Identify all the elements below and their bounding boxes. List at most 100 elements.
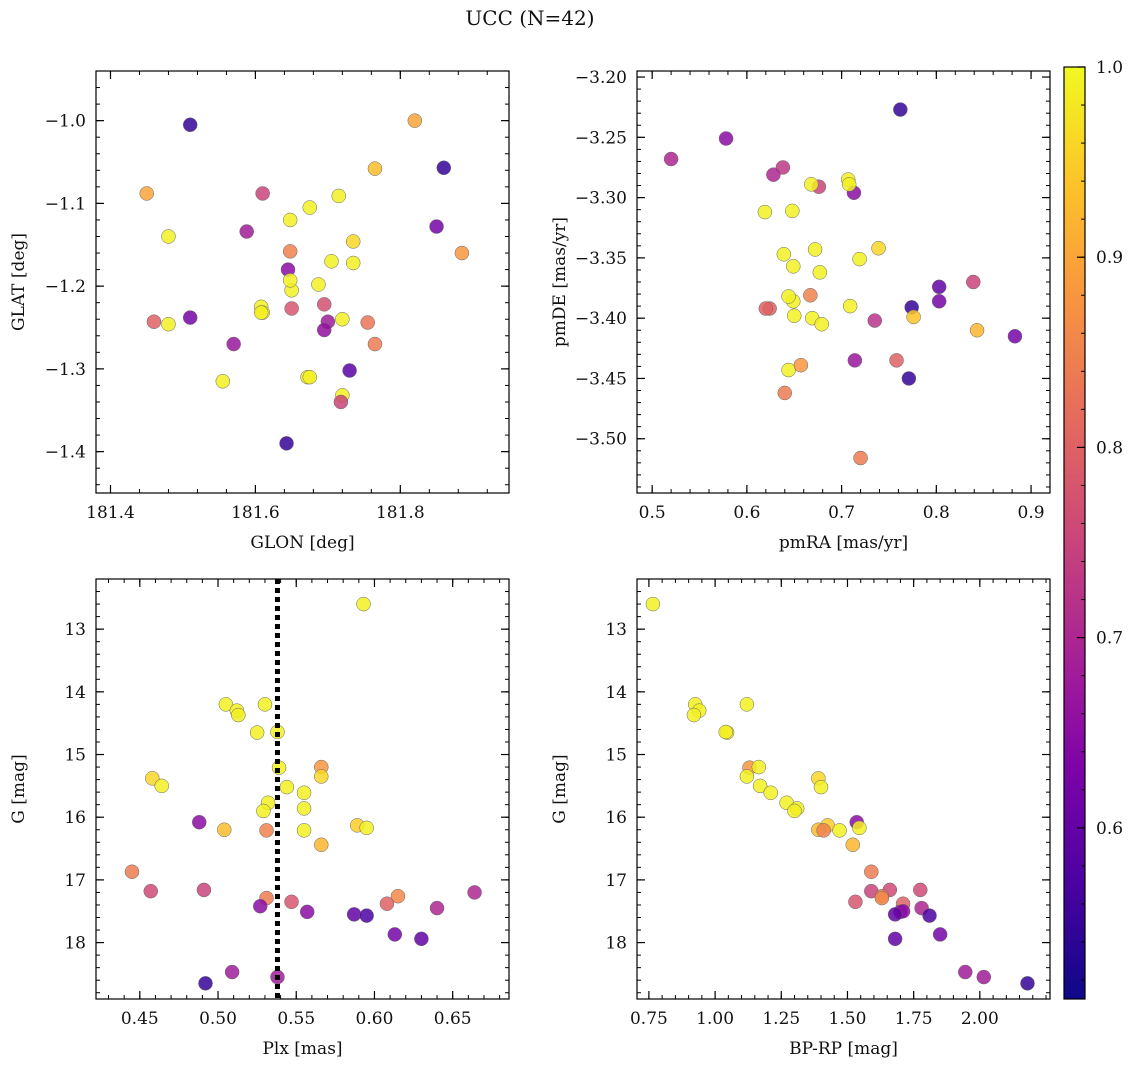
axes-frame <box>95 70 510 494</box>
data-point <box>302 200 317 215</box>
data-point <box>296 801 312 816</box>
x-tick-label: 0.6 <box>733 503 760 523</box>
data-point <box>787 803 802 819</box>
data-point <box>913 882 928 898</box>
data-points <box>124 579 482 999</box>
data-point <box>847 353 863 368</box>
data-point <box>161 316 176 332</box>
data-point <box>781 289 796 304</box>
y-tick-label: −1.4 <box>45 443 86 463</box>
x-tick-label: 0.7 <box>828 503 855 523</box>
y-tick-label: −1.2 <box>45 277 86 297</box>
data-point <box>645 596 661 612</box>
data-point <box>314 837 329 853</box>
data-point <box>345 255 361 271</box>
x-tick-label: 1.00 <box>696 1009 734 1029</box>
scatter-panel-glon-glat: 181.4 181.6 181.8 −1.0 −1.1 −1.2 −1.3 −1.4 GLON … <box>9 70 510 553</box>
y-tick-label: 16 <box>64 808 86 828</box>
data-point <box>841 177 857 192</box>
data-point <box>751 759 767 775</box>
data-point <box>161 229 176 244</box>
colorbar-gradient <box>1063 66 1086 1000</box>
data-point <box>889 353 904 368</box>
data-point <box>786 259 801 274</box>
data-point <box>284 894 299 910</box>
data-point <box>282 244 298 259</box>
data-point <box>198 976 213 991</box>
data-point <box>215 374 231 389</box>
data-point <box>864 864 879 879</box>
y-tick-label: 13 <box>605 620 627 640</box>
data-point <box>763 785 778 801</box>
y-tick-label: −1.0 <box>45 112 86 132</box>
data-point <box>739 769 755 784</box>
data-point <box>217 822 232 837</box>
x-tick-label: 0.9 <box>1018 503 1045 523</box>
x-tick-label: 181.8 <box>376 503 425 523</box>
scatter-panel-pmra-pmde: 0.5 0.6 0.7 0.8 0.9 −3.20 −3.25 −3.30 −3.35 −3.40… <box>550 68 1051 553</box>
y-axis-label: pmDE [mas/yr] <box>550 217 570 347</box>
data-point <box>718 724 733 740</box>
y-tick-label: 16 <box>605 808 627 828</box>
data-point <box>874 890 890 906</box>
data-point <box>785 203 800 219</box>
data-point <box>901 371 917 386</box>
data-point <box>192 814 207 830</box>
data-point <box>718 131 734 146</box>
colorbar-tick-label: 0.6 <box>1096 819 1123 839</box>
colorbar: 0.6 0.7 0.8 0.9 1.0 <box>1063 58 1123 1000</box>
data-point <box>124 864 140 879</box>
data-point <box>407 113 423 128</box>
data-point <box>253 898 268 914</box>
data-point <box>359 820 374 836</box>
data-point <box>324 254 339 269</box>
data-point <box>932 927 948 942</box>
data-point <box>429 900 445 916</box>
y-tick-label: 14 <box>64 683 86 703</box>
y-tick-label: −3.50 <box>575 430 627 450</box>
data-point <box>1020 976 1035 991</box>
data-point <box>958 964 973 980</box>
data-point <box>316 297 332 312</box>
data-point <box>346 907 362 922</box>
data-point <box>316 322 332 338</box>
data-point <box>887 907 903 922</box>
y-tick-label: −3.20 <box>575 68 627 88</box>
data-point <box>842 298 858 314</box>
data-point <box>786 308 802 324</box>
data-point <box>360 315 375 330</box>
data-point <box>663 151 679 167</box>
axes-frame <box>636 70 1051 494</box>
data-point <box>845 837 861 853</box>
data-point <box>793 357 809 373</box>
y-tick-label: 17 <box>605 871 627 891</box>
y-tick-label: −3.35 <box>575 249 627 269</box>
data-point <box>776 247 792 262</box>
y-axis-label: G [mag] <box>550 754 570 823</box>
data-point <box>257 697 273 712</box>
data-point <box>807 242 823 257</box>
x-tick-label: 0.45 <box>121 1009 159 1029</box>
data-point <box>893 102 908 117</box>
data-point <box>331 188 346 204</box>
data-point <box>139 186 154 201</box>
data-point <box>256 803 271 819</box>
data-point <box>279 436 294 451</box>
x-axis-label: BP-RP [mag] <box>789 1039 898 1059</box>
data-point <box>333 394 349 410</box>
data-point <box>976 969 992 985</box>
data-point <box>345 234 361 249</box>
data-point <box>226 336 241 352</box>
x-tick-label: 0.75 <box>630 1009 668 1029</box>
data-point <box>182 117 198 133</box>
data-point <box>302 369 317 385</box>
data-point <box>816 823 831 838</box>
data-point <box>311 277 326 292</box>
x-tick-label: 2.00 <box>961 1009 999 1029</box>
x-tick-label: 0.65 <box>434 1009 472 1029</box>
y-tick-label: −3.25 <box>575 128 627 148</box>
data-point <box>739 697 755 712</box>
data-point <box>143 883 159 899</box>
data-point <box>224 964 240 980</box>
y-tick-label: 18 <box>64 934 86 954</box>
